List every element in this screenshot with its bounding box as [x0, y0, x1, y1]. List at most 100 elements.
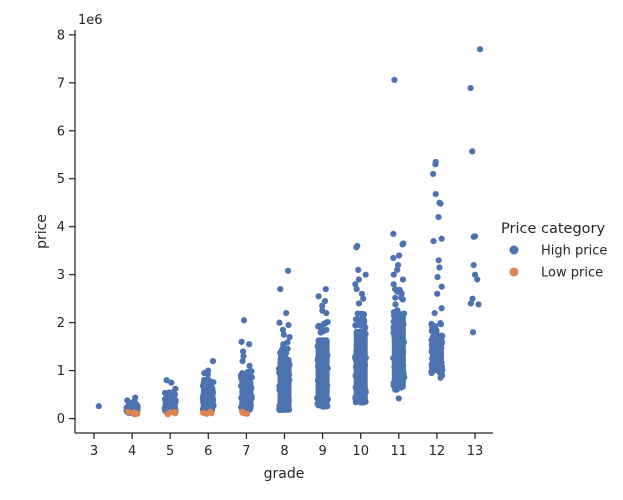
data-point [172, 385, 179, 392]
data-point [279, 346, 286, 353]
data-point [317, 323, 324, 330]
data-point [399, 241, 406, 248]
data-point [430, 238, 437, 245]
data-point [438, 305, 445, 312]
legend: Price category High price Low price [501, 221, 607, 281]
data-point [240, 353, 247, 360]
y-axis-offset-label: 1e6 [78, 13, 103, 28]
data-point [360, 295, 367, 302]
data-point [432, 190, 439, 198]
data-point [434, 273, 441, 281]
data-point [166, 391, 173, 398]
data-point [391, 76, 398, 83]
data-point [353, 285, 360, 293]
data-point [284, 267, 292, 274]
x-tick-label: 9 [318, 444, 326, 459]
y-tick-label: 5 [57, 172, 65, 187]
x-tick-label: 8 [280, 444, 288, 459]
legend-marker [509, 245, 519, 255]
data-point [355, 276, 362, 283]
x-tick-label: 12 [429, 444, 446, 459]
data-point [283, 309, 290, 317]
data-point [209, 357, 217, 365]
data-point [208, 410, 215, 417]
dense-point-cluster [201, 385, 216, 412]
x-axis-label: grade [264, 466, 305, 482]
data-point [431, 309, 438, 317]
data-point [396, 252, 403, 259]
data-point [392, 294, 399, 301]
data-point [394, 266, 401, 273]
data-point [286, 333, 293, 341]
data-point [470, 233, 477, 240]
data-point [239, 348, 247, 355]
y-tick-label: 8 [57, 28, 65, 43]
data-point [398, 294, 405, 301]
dense-point-cluster [391, 311, 406, 390]
dense-point-cluster [353, 329, 368, 403]
data-point [390, 230, 397, 237]
data-point [358, 290, 366, 297]
data-point [322, 285, 329, 293]
data-point [471, 271, 479, 278]
data-point [469, 295, 476, 302]
data-point [432, 161, 439, 168]
series-low-price [125, 408, 251, 418]
data-point [283, 349, 290, 357]
x-tick-label: 11 [391, 444, 408, 459]
y-axis-ticks: 0 1 2 3 4 5 6 7 8 [57, 28, 75, 427]
data-point [399, 276, 407, 283]
data-point [437, 200, 444, 207]
x-tick-label: 7 [242, 444, 250, 459]
x-tick-label: 6 [204, 444, 212, 459]
data-point [324, 319, 331, 326]
data-point [204, 371, 211, 378]
data-point [239, 357, 246, 365]
data-point [395, 395, 402, 402]
y-tick-label: 4 [57, 220, 65, 235]
legend-label: High price [541, 244, 607, 259]
data-point [164, 410, 171, 417]
data-point [475, 301, 482, 308]
data-point [355, 266, 362, 273]
x-axis-ticks: 3 4 5 6 7 8 9 10 11 12 13 [90, 433, 483, 459]
y-tick-label: 6 [57, 124, 65, 139]
data-point [430, 170, 437, 178]
data-point [240, 317, 248, 324]
data-point [390, 271, 397, 278]
data-point [124, 397, 131, 404]
data-point [393, 288, 401, 295]
data-point [210, 379, 217, 386]
y-tick-label: 7 [57, 76, 65, 91]
data-point [438, 235, 445, 242]
data-point [131, 398, 138, 405]
data-point [354, 310, 361, 317]
data-point [168, 379, 175, 386]
data-point [435, 257, 442, 264]
y-tick-label: 2 [57, 316, 65, 331]
data-point [321, 297, 329, 305]
data-point [315, 293, 322, 300]
x-tick-label: 3 [90, 444, 98, 459]
data-point [429, 323, 436, 331]
data-point [390, 254, 397, 261]
data-point [362, 271, 369, 278]
data-point [437, 374, 444, 381]
data-points [95, 46, 484, 418]
data-point [241, 410, 248, 417]
data-point [394, 261, 402, 269]
dense-point-cluster [429, 333, 444, 374]
legend-title: Price category [501, 221, 605, 237]
data-point [434, 290, 441, 297]
data-point [276, 319, 283, 326]
x-tick-label: 4 [128, 444, 136, 459]
data-point [354, 316, 362, 323]
data-point [352, 322, 359, 329]
data-point [436, 264, 443, 271]
data-point [95, 403, 102, 410]
data-point [437, 321, 445, 328]
data-point [476, 46, 484, 53]
data-point [237, 374, 245, 381]
